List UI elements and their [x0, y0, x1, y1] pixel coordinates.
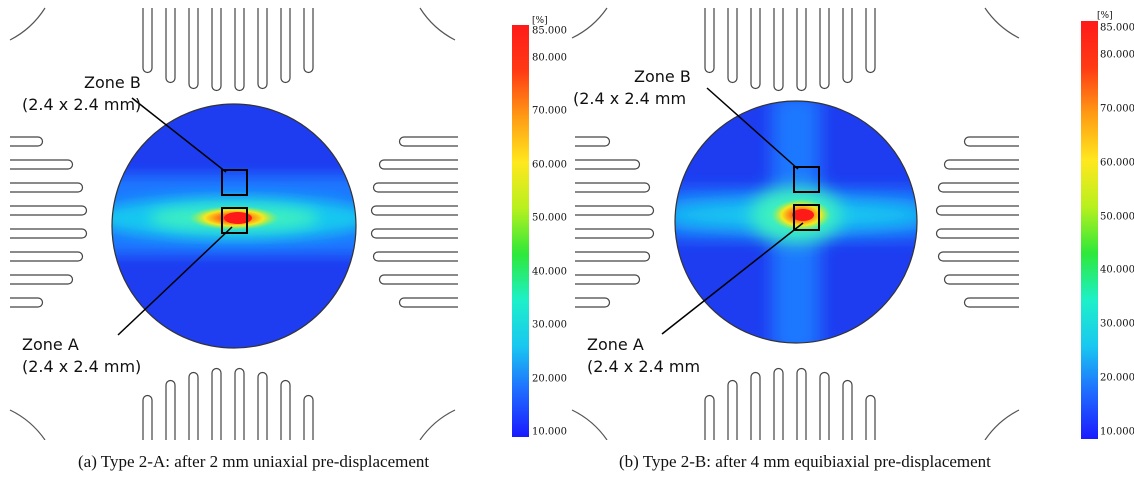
colorbar-tick-label: 10.000	[1100, 426, 1134, 438]
colorbar-gradient	[512, 25, 529, 437]
colorbar-tick-label: 70.000	[532, 105, 567, 117]
slots-top	[142, 8, 314, 92]
panel-b: Zone B (2.4 x 2.4 mm Zone A (2.4 x 2.4 m…	[567, 0, 1134, 471]
colorbar-tick-label: 60.000	[1100, 157, 1134, 169]
panel-a: Zone B (2.4 x 2.4 mm) Zone A (2.4 x 2.4 …	[0, 0, 567, 471]
colorbar-tick-label: 40.000	[532, 266, 567, 278]
zone-b-title: Zone B	[634, 67, 691, 86]
colorbar-gradient	[1081, 21, 1098, 439]
zone-a-leader-b	[661, 222, 804, 335]
colorbar-tick-label: 40.000	[1100, 264, 1134, 276]
zone-b-leader-b	[706, 87, 799, 170]
caption-a: (a) Type 2-A: after 2 mm uniaxial pre-di…	[78, 452, 430, 471]
zone-b-box-b	[793, 166, 820, 193]
colorbar-tick-label: 20.000	[1100, 372, 1134, 384]
strain-contour-b	[675, 101, 917, 343]
corner-arc-top-right	[419, 7, 456, 41]
corner-arc-bottom-right	[984, 409, 1020, 440]
slots-left	[575, 136, 655, 308]
zone-b-size: (2.4 x 2.4 mm	[573, 89, 687, 108]
zone-a-box-b	[793, 204, 820, 231]
zone-a-size: (2.4 x 2.4 mm	[587, 357, 701, 376]
specimen-drawing-b	[571, 7, 1020, 440]
colorbar-tick-label: 30.000	[1100, 318, 1134, 330]
colorbar-tick-label: 20.000	[532, 373, 567, 385]
corner-arc-top-right	[984, 7, 1020, 39]
corner-arc-bottom-left	[9, 409, 46, 440]
colorbar-unit: [%]	[532, 16, 548, 26]
slots-right	[935, 136, 1019, 308]
zone-a-leader-a	[117, 226, 233, 336]
zone-b-label-a: Zone B (2.4 x 2.4 mm)	[22, 72, 141, 116]
colorbar-tick-label: 50.000	[532, 212, 567, 224]
zone-b-label-b: Zone B (2.4 x 2.4 mm	[573, 66, 691, 110]
slots-left	[10, 136, 88, 308]
slots-top	[704, 8, 876, 92]
colorbar-unit: [%]	[1097, 11, 1113, 21]
specimen-outline-b	[674, 100, 918, 344]
corner-arc-bottom-left	[571, 409, 608, 440]
corner-arc-top-left	[571, 7, 608, 39]
corner-arc-top-left	[9, 7, 46, 41]
zone-a-box-a	[221, 207, 248, 234]
strain-contour-a	[112, 104, 356, 348]
zone-a-title: Zone A	[22, 335, 79, 354]
zone-a-label-a: Zone A (2.4 x 2.4 mm)	[22, 334, 141, 378]
specimen-drawing-a	[9, 7, 458, 440]
colorbar-tick-label: 85.000	[1100, 22, 1134, 34]
colorbar-tick-label: 10.000	[532, 426, 567, 438]
zone-b-title: Zone B	[84, 73, 141, 92]
colorbar-tick-label: 70.000	[1100, 103, 1134, 115]
colorbar-tick-label: 80.000	[1100, 49, 1134, 61]
specimen-outline-a	[111, 103, 357, 349]
zone-a-title: Zone A	[587, 335, 644, 354]
zone-a-size: (2.4 x 2.4 mm)	[22, 357, 142, 376]
colorbar-tick-label: 80.000	[532, 52, 567, 64]
colorbar-tick-label: 60.000	[532, 159, 567, 171]
slots-bottom	[142, 367, 314, 440]
slots-right	[370, 136, 458, 308]
colorbar-tick-label: 30.000	[532, 319, 567, 331]
zone-b-leader-a	[131, 97, 227, 173]
zone-a-label-b: Zone A (2.4 x 2.4 mm	[587, 334, 700, 378]
colorbar-tick-label: 85.000	[532, 25, 567, 37]
caption-b: (b) Type 2-B: after 4 mm equibiaxial pre…	[619, 452, 991, 471]
zone-b-box-a	[221, 169, 248, 196]
slots-bottom	[704, 367, 876, 440]
corner-arc-bottom-right	[419, 409, 456, 440]
zone-b-size: (2.4 x 2.4 mm)	[22, 95, 142, 114]
colorbar-tick-label: 50.000	[1100, 211, 1134, 223]
